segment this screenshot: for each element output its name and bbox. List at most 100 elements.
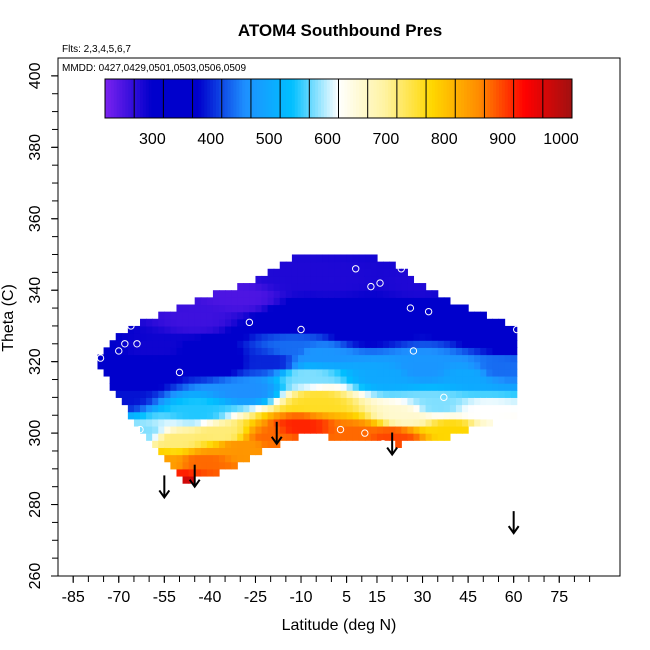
heatmap-cell (480, 411, 487, 420)
y-tick-label: 300 (27, 420, 44, 447)
heatmap-cell (285, 318, 293, 327)
heatmap-cell (249, 290, 257, 298)
heatmap-cell (443, 390, 451, 398)
heatmap-cell (358, 404, 366, 413)
heatmap-cell (364, 268, 372, 277)
heatmap-cell (164, 368, 171, 377)
heatmap-cell (334, 418, 342, 427)
heatmap-cell (395, 368, 402, 377)
heatmap-cell (437, 397, 445, 406)
heatmap-cell (267, 425, 275, 434)
heatmap-cell (474, 354, 481, 363)
heatmap-cell (176, 425, 184, 434)
heatmap-cell (316, 390, 323, 398)
heatmap-cell (225, 397, 232, 406)
heatmap-cell (474, 390, 481, 398)
heatmap-cell (443, 404, 451, 413)
heatmap-cell (146, 340, 153, 348)
heatmap-cell (395, 268, 402, 277)
heatmap-cell (194, 333, 202, 341)
heatmap-cell (474, 318, 481, 327)
heatmap-cell (334, 433, 342, 441)
heatmap-cell (486, 375, 494, 384)
observation-marker (513, 325, 521, 334)
heatmap-cell (334, 404, 342, 413)
heatmap-cell (510, 361, 518, 370)
heatmap-cell (358, 311, 366, 320)
heatmap-cell (267, 404, 275, 413)
heatmap-cell (370, 318, 378, 327)
heatmap-cell (194, 340, 202, 348)
heatmap-cell (498, 318, 506, 327)
heatmap-cell (200, 397, 208, 406)
heatmap-cell (285, 347, 293, 356)
heatmap-cell (328, 325, 336, 334)
heatmap-cell (401, 383, 408, 391)
heatmap-cell (316, 283, 323, 291)
heatmap-cell (352, 404, 360, 413)
x-tick-label: 5 (342, 589, 351, 606)
heatmap-cell (455, 325, 463, 334)
heatmap-cell (413, 433, 421, 441)
heatmap-cell (200, 404, 208, 413)
heatmap-cell (182, 433, 190, 441)
heatmap-cell (310, 297, 317, 306)
heatmap-cell (389, 425, 396, 434)
heatmap-cell (413, 325, 421, 334)
heatmap-cell (146, 418, 153, 427)
heatmap-cell (498, 340, 506, 348)
heatmap-cell (261, 404, 269, 413)
heatmap-cell (492, 340, 500, 348)
heatmap-cell (140, 368, 147, 377)
heatmap-cell (437, 340, 445, 348)
heatmap-cell (219, 325, 226, 334)
heatmap-cell (395, 354, 402, 363)
heatmap-cell (395, 361, 402, 370)
heatmap-cell (407, 425, 415, 434)
heatmap-cell (352, 304, 360, 313)
heatmap-cell (285, 290, 293, 298)
colorbar-swatch (396, 79, 401, 118)
heatmap-cell (261, 275, 269, 284)
heatmap-cell (340, 383, 348, 391)
heatmap-cell (322, 390, 329, 398)
heatmap-cell (164, 440, 171, 448)
heatmap-cell (401, 425, 408, 434)
heatmap-cell (358, 304, 366, 313)
heatmap-cell (310, 304, 317, 313)
heatmap-cell (334, 340, 342, 348)
heatmap-cell (304, 325, 311, 334)
heatmap-cell (182, 475, 190, 484)
heatmap-cell (492, 318, 500, 327)
colorbar-swatch (277, 79, 281, 118)
heatmap-cell (304, 304, 311, 313)
heatmap-cell (474, 404, 481, 413)
heatmap-cell (231, 461, 238, 470)
heatmap-cell (340, 375, 348, 384)
heatmap-cell (413, 311, 421, 320)
heatmap-cell (273, 354, 281, 363)
heatmap-cell (267, 325, 275, 334)
heatmap-cell (219, 404, 226, 413)
colorbar-swatch (452, 79, 456, 118)
heatmap-cell (133, 418, 141, 427)
heatmap-cell (364, 390, 372, 398)
heatmap-cell (297, 404, 305, 413)
colorbar-swatch (294, 79, 299, 118)
heatmap-cell (437, 390, 445, 398)
heatmap-cell (237, 304, 244, 313)
heatmap-cell (462, 404, 469, 413)
heatmap-cell (425, 297, 433, 306)
heatmap-cell (231, 418, 238, 427)
heatmap-cell (297, 297, 305, 306)
heatmap-cell (425, 397, 433, 406)
colorbar-swatch (180, 79, 185, 118)
heatmap-cell (170, 454, 178, 463)
heatmap-cell (121, 361, 129, 370)
heatmap-cell (273, 347, 281, 356)
heatmap-cell (200, 447, 208, 456)
heatmap-cell (243, 440, 250, 448)
colorbar-swatch (519, 79, 523, 118)
heatmap-cell (401, 404, 408, 413)
